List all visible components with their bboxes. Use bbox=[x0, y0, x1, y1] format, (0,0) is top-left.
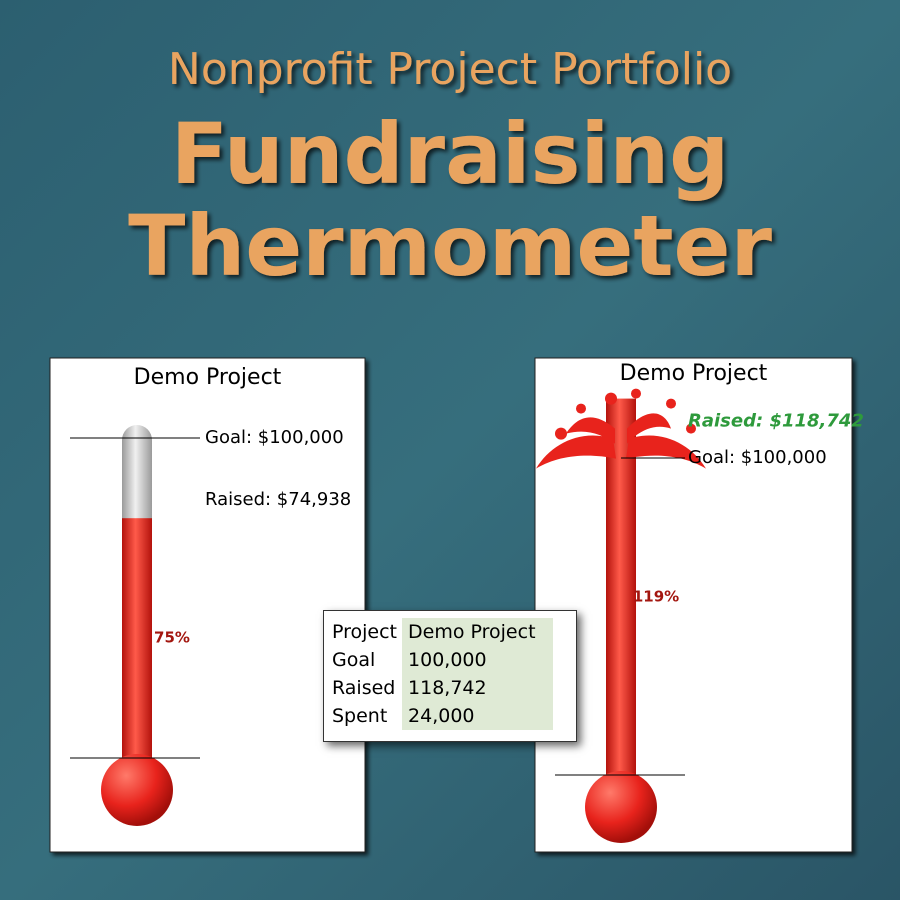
table-value: 100,000 bbox=[402, 646, 554, 674]
summary-table: Project Demo Project Goal 100,000 Raised 118,… bbox=[323, 610, 577, 742]
table-row: Spent 24,000 bbox=[332, 702, 554, 730]
splash-drop bbox=[605, 392, 617, 405]
table: Project Demo Project Goal 100,000 Raised 118,… bbox=[332, 618, 554, 730]
splash-drop bbox=[555, 427, 567, 440]
table-row: Goal 100,000 bbox=[332, 646, 554, 674]
table-value: 118,742 bbox=[402, 674, 554, 702]
splash-drop bbox=[686, 423, 696, 434]
splash-drop bbox=[666, 398, 676, 409]
chart-title: Demo Project bbox=[620, 361, 768, 386]
subtitle: Nonprofit Project Portfolio bbox=[168, 44, 732, 95]
percent-label: 119% bbox=[633, 587, 679, 605]
table-key: Goal bbox=[332, 649, 376, 671]
table-value: 24,000 bbox=[402, 702, 554, 730]
percent-label: 75% bbox=[154, 629, 190, 647]
raised-label: Raised: $118,742 bbox=[688, 411, 864, 432]
title: Fundraising bbox=[171, 105, 730, 203]
goal-label: Goal: $100,000 bbox=[205, 427, 344, 448]
splash-drop bbox=[576, 403, 586, 414]
bulb bbox=[101, 754, 173, 826]
mercury bbox=[606, 398, 636, 785]
panel bbox=[49, 357, 366, 853]
table-row: Raised 118,742 bbox=[332, 674, 554, 702]
bulb bbox=[585, 771, 657, 843]
title: Thermometer bbox=[128, 197, 772, 295]
goal-label: Goal: $100,000 bbox=[688, 447, 827, 468]
panel bbox=[534, 357, 853, 853]
mercury bbox=[122, 518, 152, 768]
table-key: Raised bbox=[332, 677, 396, 699]
table-value: Demo Project bbox=[402, 618, 554, 646]
splash-drop bbox=[631, 388, 641, 399]
table-key: Project bbox=[332, 621, 398, 643]
chart-title: Demo Project bbox=[134, 365, 282, 390]
table-key: Spent bbox=[332, 705, 388, 727]
table-row: Project Demo Project bbox=[332, 618, 554, 646]
overflow-splash bbox=[536, 413, 706, 469]
raised-label: Raised: $74,938 bbox=[205, 489, 351, 510]
